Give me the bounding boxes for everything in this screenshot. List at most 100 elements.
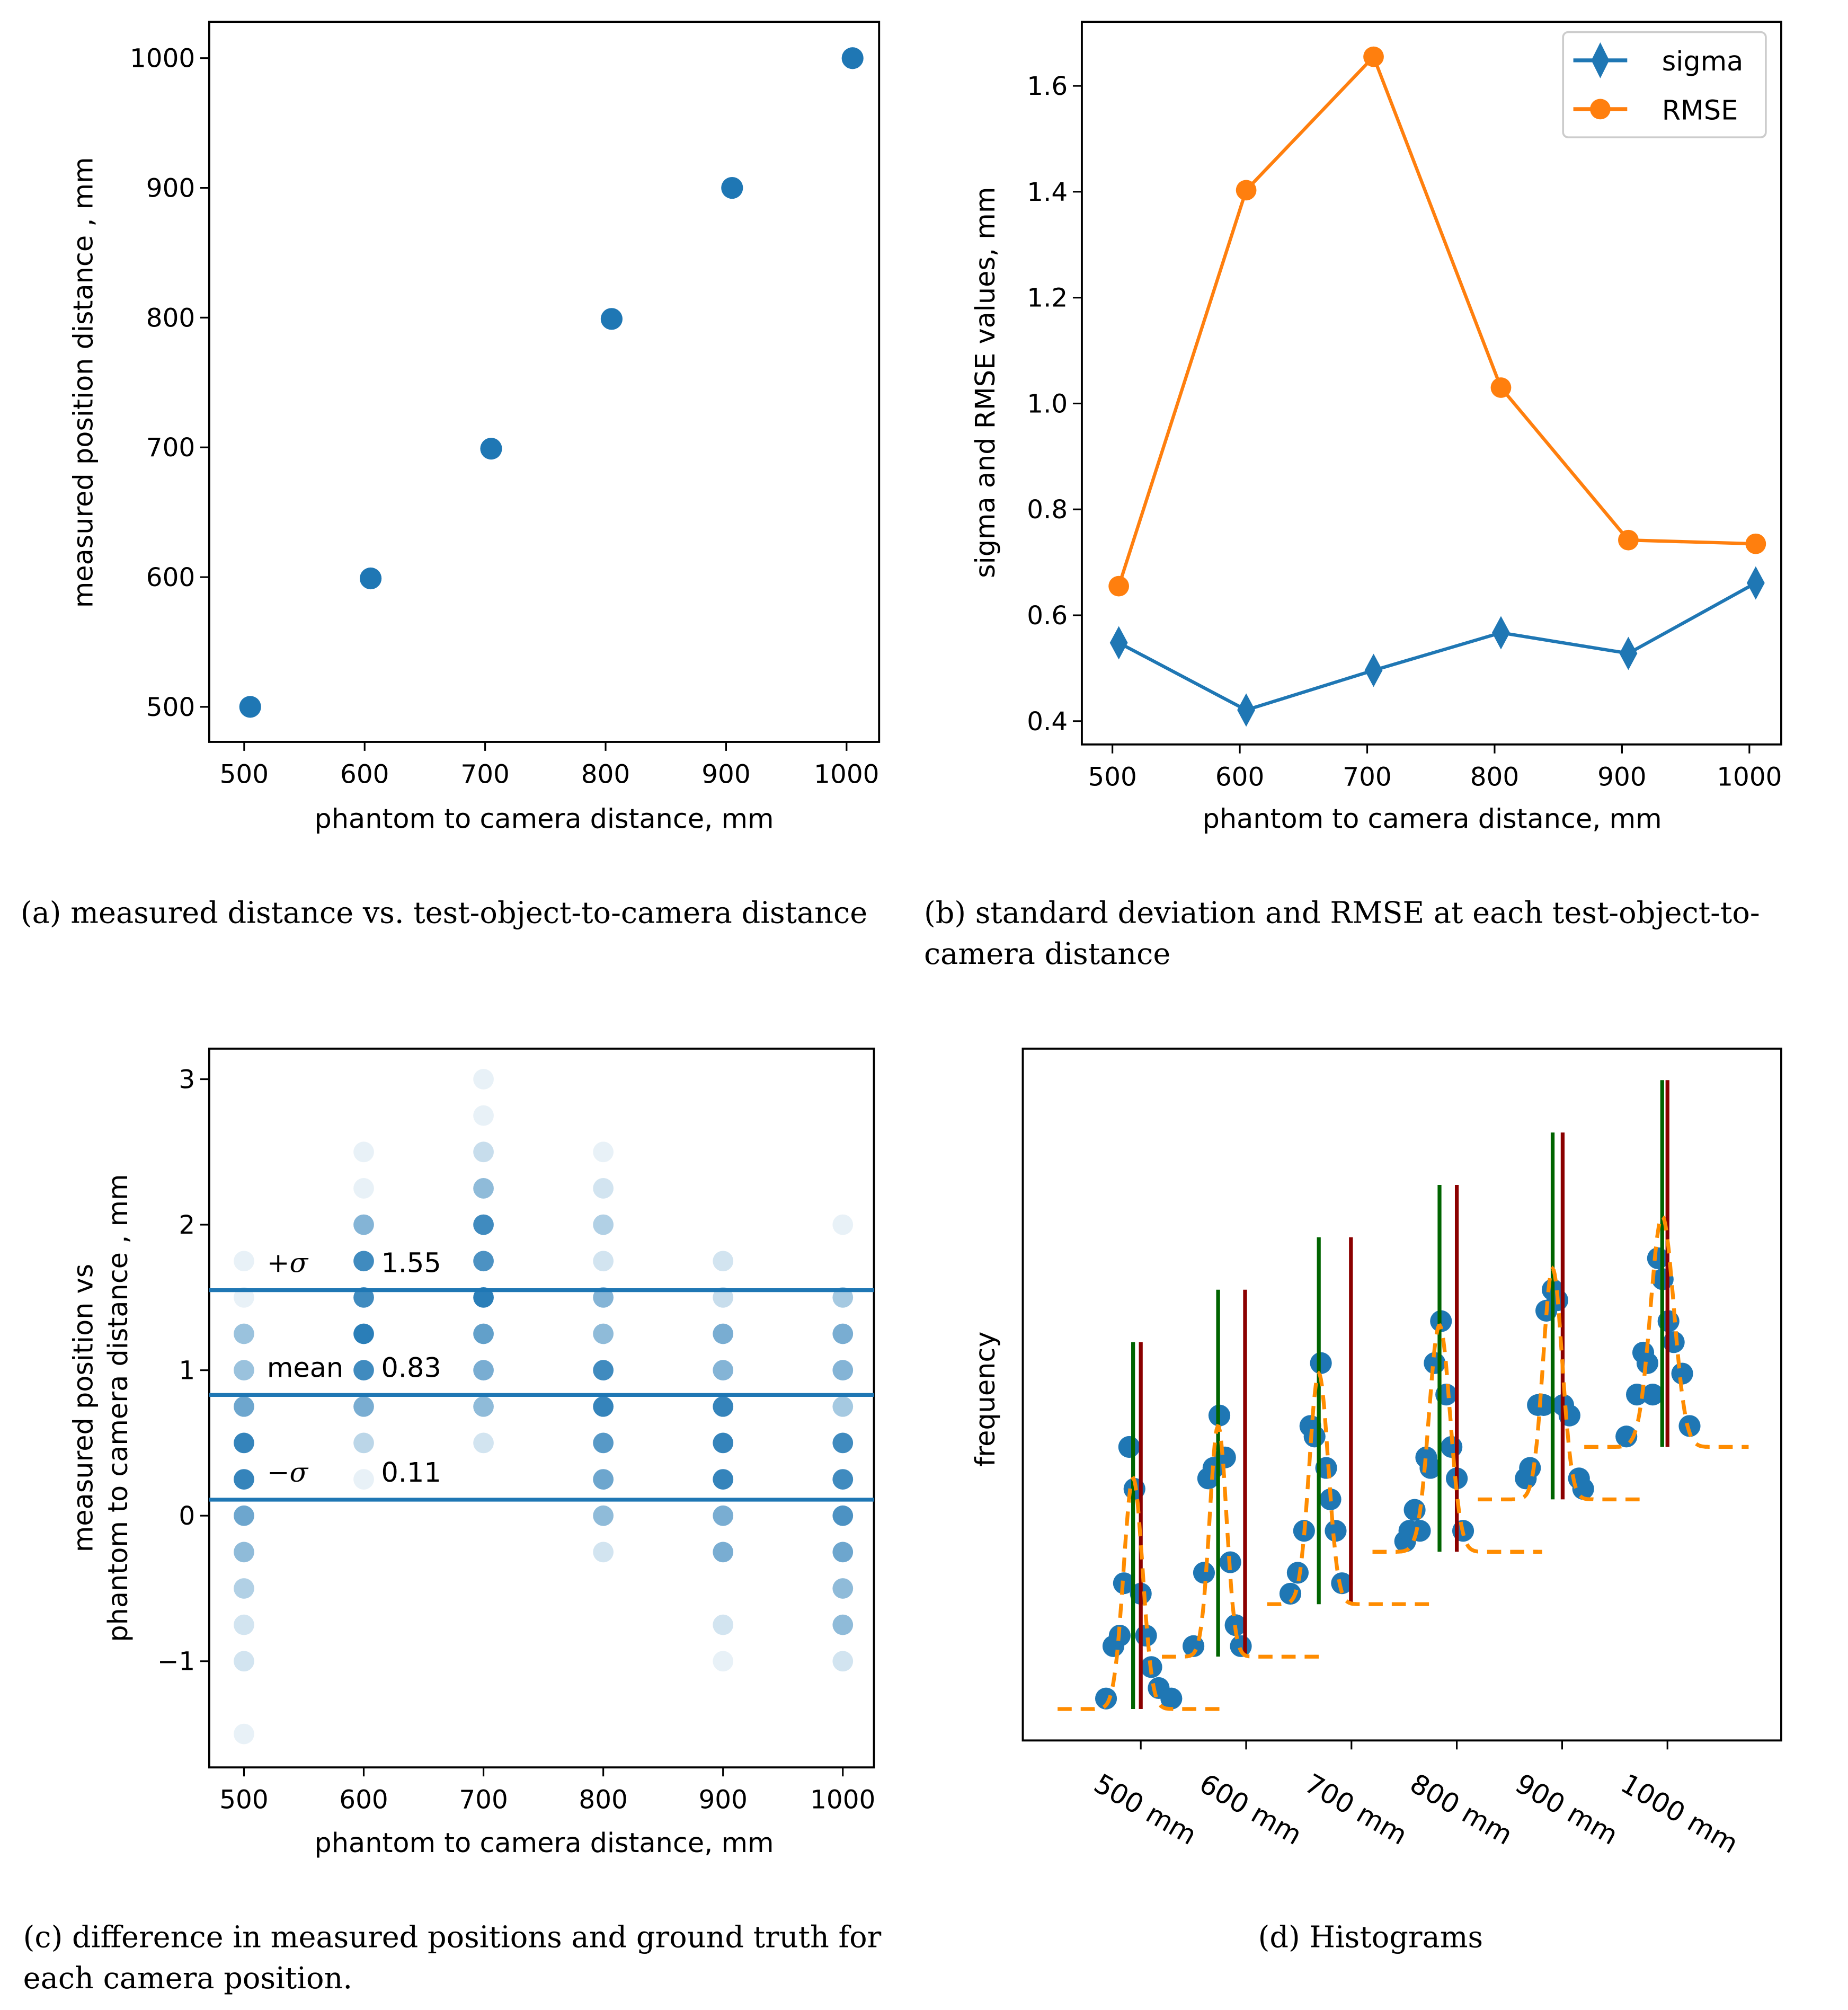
y-tick-label: 1.0 (1027, 389, 1068, 419)
data-point (593, 1178, 614, 1199)
data-point (713, 1360, 734, 1381)
caption-a: (a) measured distance vs. test-object-to… (21, 896, 867, 930)
gaussian-fit-curve (1162, 1423, 1328, 1659)
histogram-point (1671, 1362, 1693, 1385)
histogram-point (1409, 1520, 1431, 1542)
rmse-marker (1490, 377, 1512, 398)
reference-line-value: 1.55 (381, 1247, 441, 1279)
histogram-point (1572, 1478, 1594, 1500)
data-point (473, 1396, 494, 1417)
x-tick-label: 800 (579, 1785, 627, 1815)
panel-a-scatter: phantom to camera distance, mm measured … (67, 21, 881, 834)
data-point (234, 1723, 254, 1745)
reference-line-label: +σ (267, 1247, 309, 1279)
x-tick-label: 600 mm (1194, 1768, 1307, 1851)
rmse-marker (1745, 533, 1766, 554)
data-point (713, 1505, 734, 1526)
data-point (473, 1360, 494, 1381)
x-tick-label: 800 (581, 759, 630, 789)
histogram-point (1286, 1562, 1309, 1584)
legend-sigma-label: sigma (1662, 46, 1744, 77)
x-tick-label: 700 (460, 759, 509, 789)
reference-line-value: 0.83 (381, 1352, 441, 1383)
y-tick-label: 1.6 (1027, 72, 1068, 101)
data-point (234, 1287, 254, 1308)
data-point (234, 1432, 254, 1454)
data-point (593, 1469, 614, 1490)
data-point (353, 1360, 374, 1381)
panel-c-difference-scatter: phantom to camera distance, mm measured … (67, 1047, 875, 1858)
data-point (473, 1214, 494, 1235)
data-point (832, 1323, 854, 1344)
gaussian-fit-curve (1478, 1265, 1647, 1502)
histogram-900 (1478, 1132, 1647, 1502)
x-tick-label: 500 mm (1089, 1768, 1202, 1851)
data-point (832, 1432, 854, 1454)
gaussian-fit-curve (1584, 1214, 1749, 1449)
sigma-marker (1109, 626, 1128, 660)
x-tick-label: 700 mm (1300, 1768, 1412, 1851)
y-axis-label: frequency (970, 1332, 1001, 1467)
data-point (353, 1396, 374, 1417)
caption-c-line1: (c) difference in measured positions and… (23, 1920, 882, 1954)
caption-b-line1: (b) standard deviation and RMSE at each … (924, 896, 1760, 930)
data-point (593, 1323, 614, 1344)
data-point (593, 1505, 614, 1526)
data-point (841, 47, 864, 69)
histogram-point (1325, 1520, 1347, 1542)
data-point (234, 1651, 254, 1672)
y-tick-label: 500 (146, 693, 195, 722)
data-point (353, 1141, 374, 1163)
data-point (713, 1651, 734, 1672)
data-point (480, 438, 502, 460)
data-point (832, 1469, 854, 1490)
rmse-marker (1618, 529, 1639, 551)
x-tick-label: 600 (340, 759, 389, 789)
data-point (600, 308, 623, 330)
histogram-point (1678, 1415, 1701, 1437)
x-tick-label: 1000 mm (1615, 1768, 1743, 1860)
data-point (721, 176, 743, 199)
x-tick-label: 900 (701, 759, 750, 789)
data-point (234, 1578, 254, 1599)
y-tick-label: 2 (179, 1210, 195, 1240)
data-point (353, 1287, 374, 1308)
histogram-point (1303, 1425, 1326, 1448)
data-point (234, 1614, 254, 1635)
histogram-600 (1162, 1289, 1328, 1659)
sigma-marker (1364, 653, 1383, 687)
data-point (832, 1505, 854, 1526)
data-point (832, 1287, 854, 1308)
caption-b-line2: camera distance (924, 937, 1170, 971)
data-point (593, 1287, 614, 1308)
y-axis-label-line1: measured position vs (67, 1264, 99, 1552)
x-tick-label: 1000 (810, 1785, 875, 1815)
reference-line-label: −σ (267, 1457, 309, 1488)
data-point (353, 1214, 374, 1235)
data-point (234, 1396, 254, 1417)
gaussian-fit-curve (1267, 1370, 1437, 1606)
x-tick-label: 900 (1597, 762, 1646, 792)
histogram-point (1095, 1687, 1117, 1710)
data-point (234, 1360, 254, 1381)
data-point (473, 1432, 494, 1454)
x-tick-label: 1000 (1717, 762, 1782, 792)
data-point (593, 1396, 614, 1417)
x-tick-label: 900 (698, 1785, 747, 1815)
data-point (473, 1251, 494, 1272)
histogram-point (1118, 1436, 1140, 1458)
data-point (593, 1542, 614, 1563)
gaussian-fit-curve (1372, 1323, 1542, 1554)
y-tick-label: −1 (157, 1647, 195, 1677)
data-point (234, 1323, 254, 1344)
y-tick-label: 1.4 (1027, 178, 1068, 207)
data-point (713, 1614, 734, 1635)
plot-frame (208, 1047, 875, 1769)
data-point (713, 1323, 734, 1344)
x-tick-label: 700 (459, 1785, 508, 1815)
series-line-sigma (1118, 581, 1757, 712)
histogram-point (1193, 1562, 1215, 1584)
data-point (353, 1469, 374, 1490)
data-point (593, 1141, 614, 1163)
